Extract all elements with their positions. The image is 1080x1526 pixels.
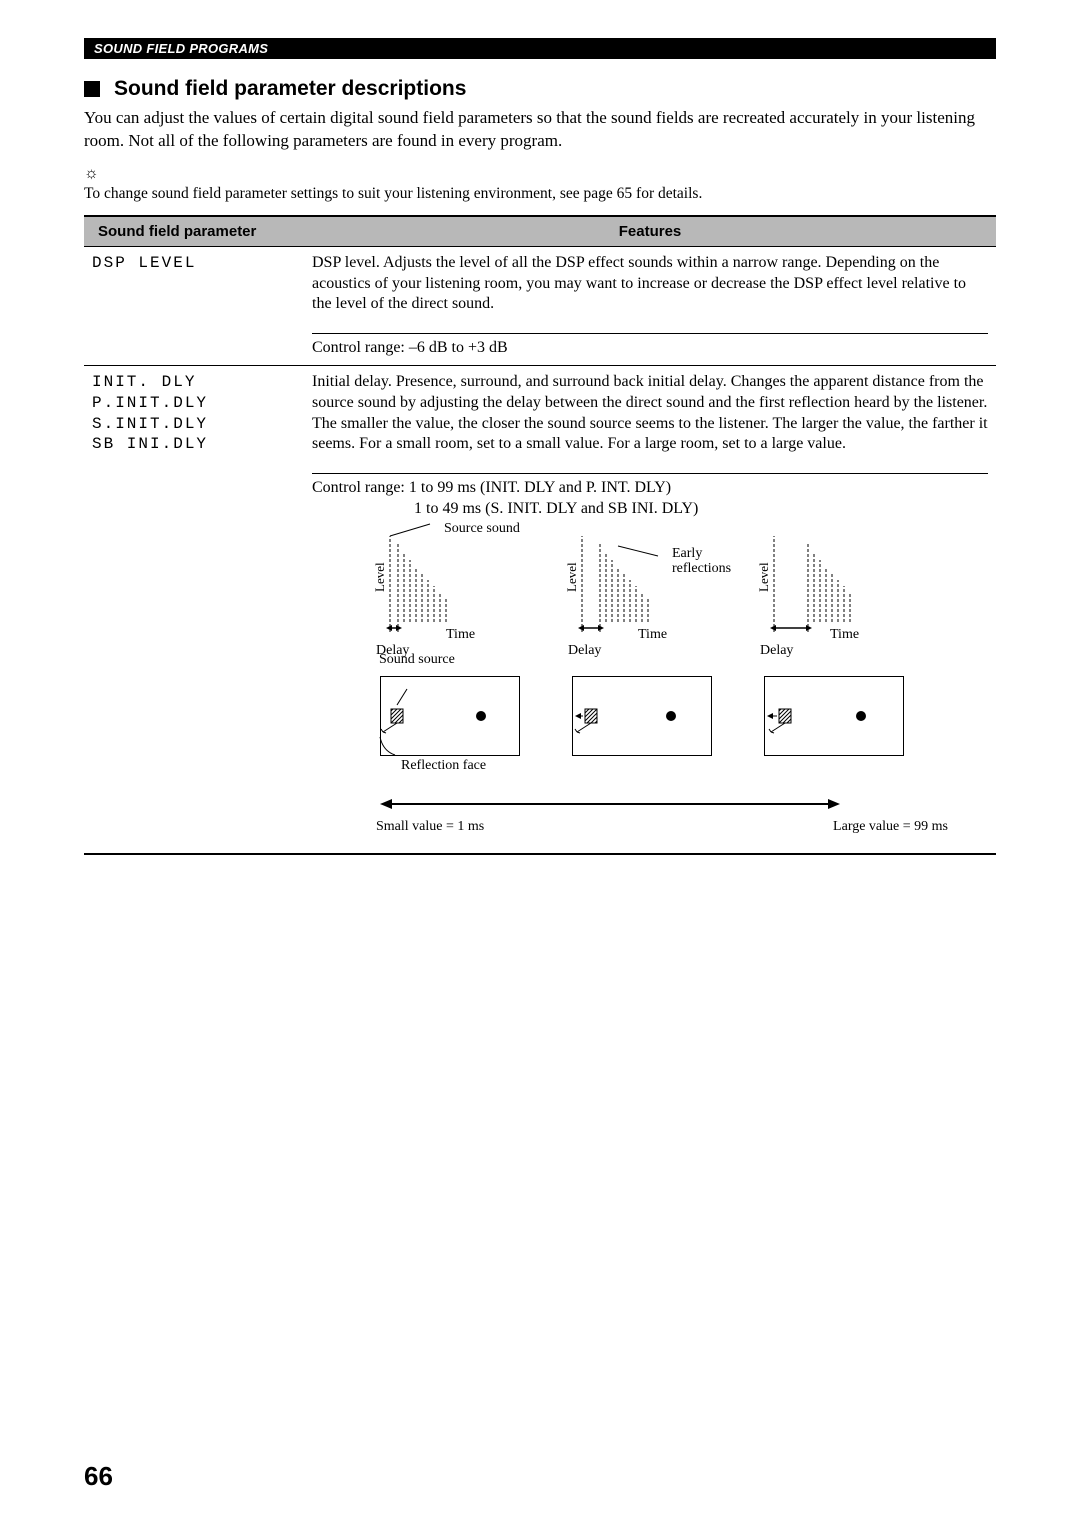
intro-paragraph: You can adjust the values of certain dig… [84,107,996,153]
control-range: Control range: 1 to 99 ms (INIT. DLY and… [312,473,988,520]
diagram-area: Source sound Level Time Delay Sound source… [312,520,988,846]
header-features: Features [304,216,996,247]
chart-block: Level TimeDelay [760,538,920,756]
tip-text: To change sound field parameter settings… [84,185,996,203]
section-title-row: Sound field parameter descriptions [84,77,996,101]
feature-dsp: DSP level. Adjusts the level of all the … [304,246,996,321]
parameter-table: Sound field parameter Features DSP LEVEL… [84,215,996,855]
reflection-face-label: Reflection face [401,757,486,775]
value-arrow-row [312,794,988,814]
tip-icon: ☼ [84,165,996,183]
time-axis-label: Time [830,626,859,644]
chart-block: Early reflectionsLevel TimeDelay [568,538,728,756]
small-value-label: Small value = 1 ms [376,818,484,836]
table-row: DSP LEVEL DSP level. Adjusts the level o… [84,246,996,321]
level-axis-label: Level [564,562,581,592]
page-number: 66 [84,1461,113,1492]
header-param: Sound field parameter [84,216,304,247]
room-box: Sound sourceReflection face [380,676,520,756]
level-axis-label: Level [756,562,773,592]
table-row [84,852,996,854]
table-row: Control range: 1 to 99 ms (INIT. DLY and… [84,461,996,852]
room-svg-icon [573,677,711,755]
early-reflections-label: Early reflections [672,546,731,577]
param-name-init: INIT. DLY P.INIT.DLY S.INIT.DLY SB INI.D… [84,366,304,462]
table-header-row: Sound field parameter Features [84,216,996,247]
room-box [572,676,712,756]
time-axis-label: Time [638,626,667,644]
table-row: INIT. DLY P.INIT.DLY S.INIT.DLY SB INI.D… [84,366,996,462]
time-axis-label: Time [446,626,475,644]
section-title: Sound field parameter descriptions [114,77,466,101]
square-bullet-icon [84,81,100,97]
header-bar: SOUND FIELD PROGRAMS [84,38,996,59]
room-svg-icon [765,677,903,755]
feature-init: Initial delay. Presence, surround, and s… [304,366,996,462]
delay-label: Delay [760,642,793,660]
level-axis-label: Level [372,562,389,592]
value-arrow-icon [380,794,840,814]
charts-row: Source soundLevel TimeDelay Sound source… [312,538,988,756]
chart-block: Source soundLevel TimeDelay Sound source… [376,538,536,756]
large-value-label: Large value = 99 ms [833,818,988,836]
feature-text: Initial delay. Presence, surround, and s… [312,372,988,455]
delay-label: Delay [568,642,601,660]
table-row: Control range: –6 dB to +3 dB [84,321,996,365]
param-name-dsp: DSP LEVEL [84,246,304,321]
control-range: Control range: –6 dB to +3 dB [312,333,988,359]
source-sound-label: Source sound [444,520,544,538]
room-box [764,676,904,756]
sound-source-label: Sound source [379,651,455,669]
feature-text: DSP level. Adjusts the level of all the … [312,253,988,315]
